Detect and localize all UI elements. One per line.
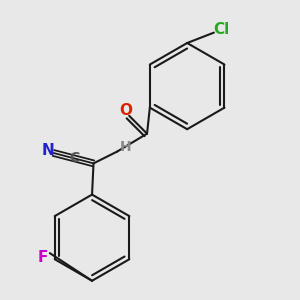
Text: O: O [120, 103, 133, 118]
Text: N: N [42, 143, 54, 158]
Text: C: C [69, 151, 79, 165]
Text: H: H [120, 140, 131, 154]
Text: Cl: Cl [213, 22, 230, 37]
Text: F: F [37, 250, 48, 265]
